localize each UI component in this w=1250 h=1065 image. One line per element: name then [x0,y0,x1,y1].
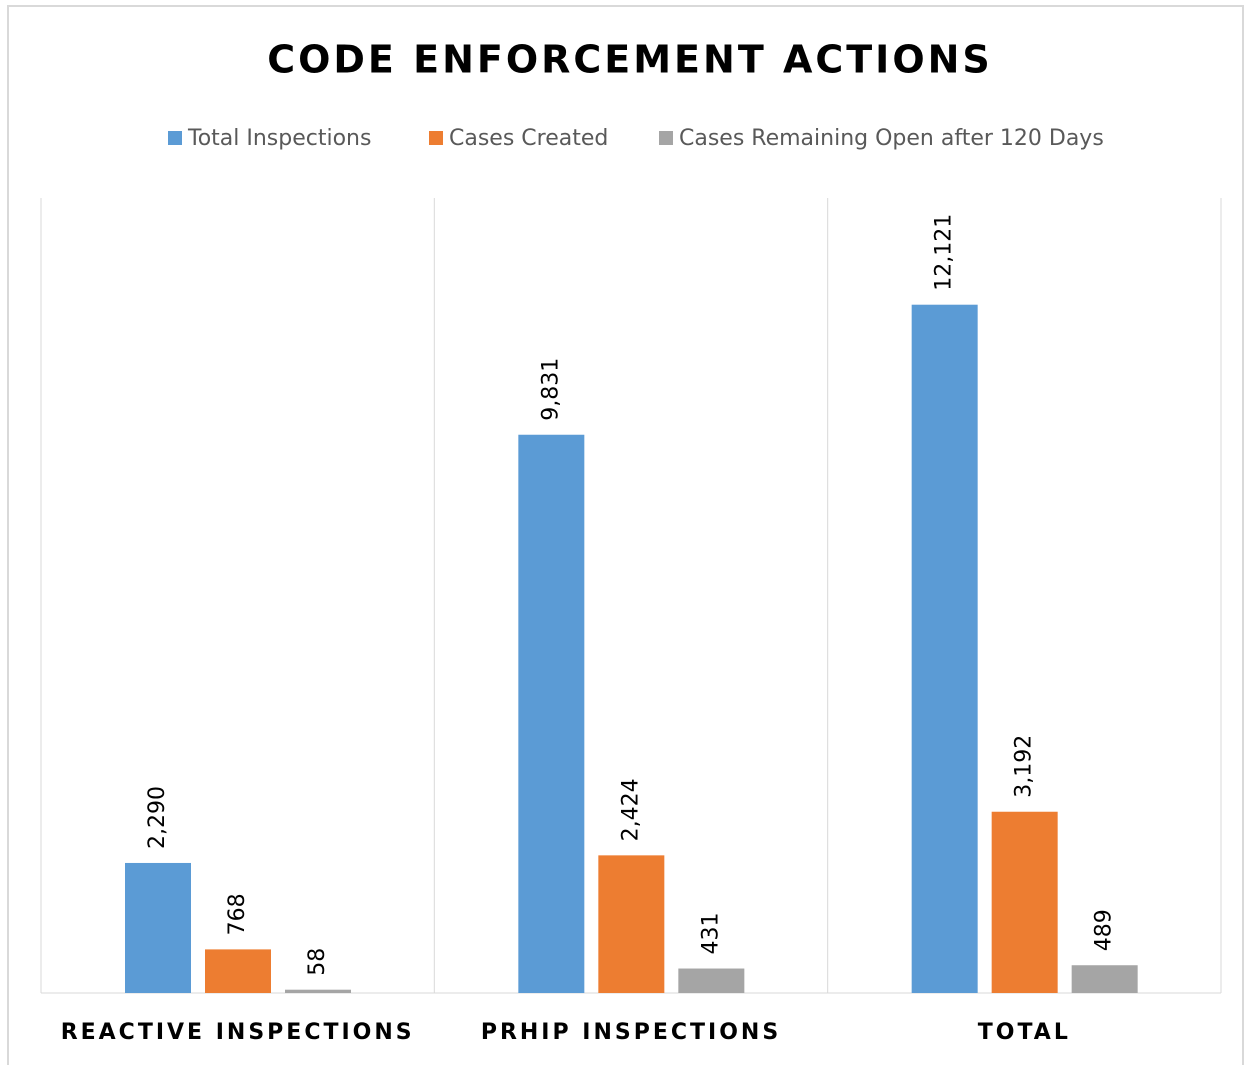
value-label: 431 [698,913,723,955]
bar [598,855,665,993]
x-tick-label: TOTAL [978,1020,1071,1045]
chart-title: CODE ENFORCEMENT ACTIONS [267,38,993,82]
bar [678,968,745,993]
value-label: 58 [305,948,330,976]
legend-swatch [429,131,443,145]
value-label: 2,290 [145,786,170,849]
value-label: 12,121 [932,214,957,291]
legend-label: Total Inspections [187,126,371,151]
x-tick-label: PRHIP INSPECTIONS [481,1020,781,1045]
legend-label: Cases Remaining Open after 120 Days [679,126,1104,151]
x-tick-label: REACTIVE INSPECTIONS [61,1020,415,1045]
value-label: 2,424 [618,778,643,841]
legend-swatch [168,131,182,145]
legend-swatch [659,131,673,145]
bar [518,434,585,994]
bar [205,949,271,993]
value-label: 9,831 [538,358,563,421]
value-label: 768 [225,893,250,935]
legend-label: Cases Created [449,126,608,151]
bar [991,811,1058,993]
bar [285,989,351,993]
value-label: 489 [1092,909,1117,951]
bar [125,862,191,993]
value-label: 3,192 [1012,735,1037,798]
bar [911,304,978,994]
bar [1071,965,1138,993]
